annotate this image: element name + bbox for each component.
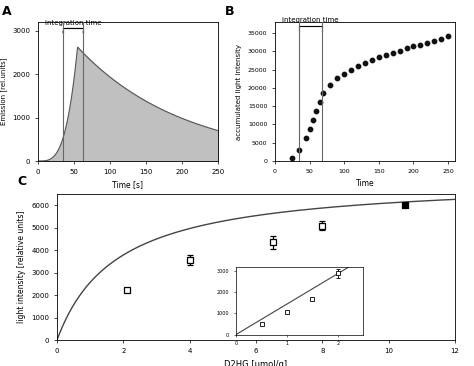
Point	[389, 50, 396, 56]
Point	[382, 52, 390, 58]
Point	[438, 36, 445, 42]
Point	[417, 42, 424, 48]
Point	[354, 63, 362, 69]
Y-axis label: accumulated light intensity: accumulated light intensity	[236, 44, 242, 139]
Y-axis label: Emission [rel.units]: Emission [rel.units]	[0, 58, 7, 125]
Text: A: A	[2, 5, 11, 18]
X-axis label: D2HG [μmol/g]: D2HG [μmol/g]	[224, 359, 288, 366]
Point	[340, 71, 348, 77]
Point	[316, 100, 324, 105]
Text: C: C	[17, 175, 26, 188]
Text: integration time: integration time	[45, 20, 101, 26]
Point	[375, 55, 383, 60]
Point	[327, 82, 334, 88]
Text: integration time: integration time	[283, 17, 339, 23]
Point	[306, 126, 313, 132]
Point	[410, 44, 417, 49]
Point	[309, 117, 317, 123]
Point	[289, 155, 296, 161]
Point	[302, 135, 310, 141]
Point	[396, 48, 403, 53]
Point	[430, 38, 438, 44]
X-axis label: Time: Time	[356, 179, 374, 188]
Point	[368, 57, 376, 63]
Point	[403, 45, 410, 51]
Point	[424, 40, 431, 46]
Point	[295, 147, 303, 153]
Point	[334, 75, 341, 81]
Point	[319, 90, 327, 96]
Point	[444, 33, 452, 39]
X-axis label: Time [s]: Time [s]	[112, 180, 144, 189]
Point	[313, 108, 320, 114]
Y-axis label: light intensity [relative units]: light intensity [relative units]	[17, 211, 26, 324]
Text: B: B	[225, 5, 234, 18]
Point	[347, 67, 355, 73]
Point	[361, 60, 369, 66]
